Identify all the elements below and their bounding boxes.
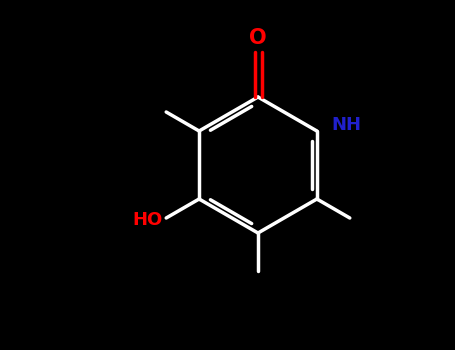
Text: O: O: [249, 28, 267, 48]
Text: NH: NH: [331, 116, 361, 134]
Text: HO: HO: [132, 211, 162, 229]
